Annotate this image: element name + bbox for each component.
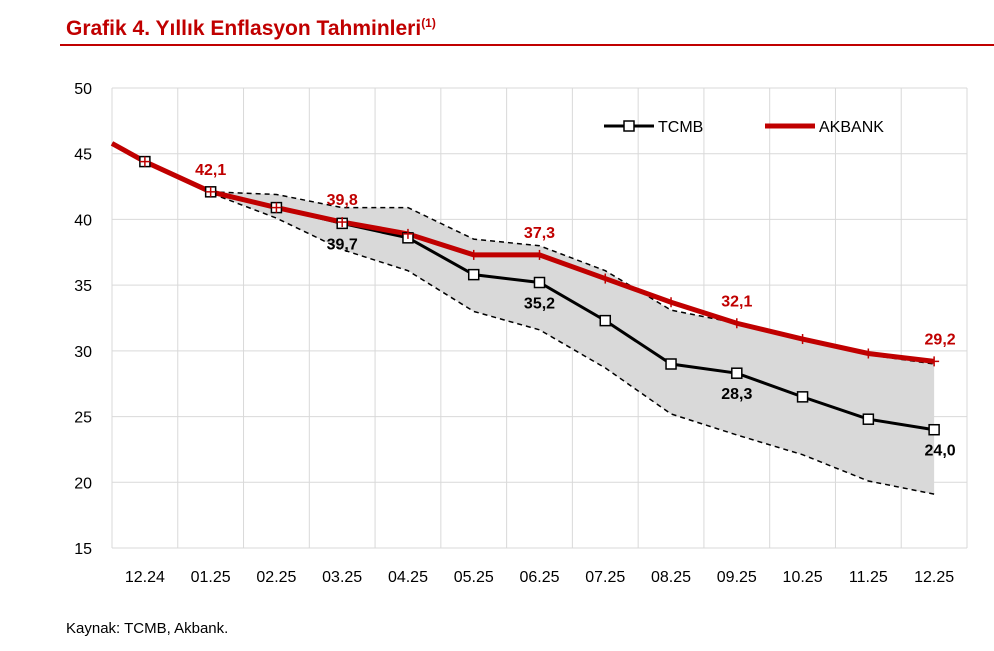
data-label: 39,7 — [327, 236, 358, 253]
chart-title: Grafik 4. Yıllık Enflasyon Tahminleri(1) — [66, 16, 436, 41]
forecast-band — [144, 161, 935, 495]
x-tick-label: 10.25 — [783, 569, 823, 586]
data-label: 39,8 — [327, 192, 358, 209]
band-lower-line — [210, 192, 935, 495]
y-tick-label: 30 — [74, 344, 92, 361]
x-tick-label: 08.25 — [651, 569, 691, 586]
y-tick-label: 25 — [74, 410, 92, 427]
y-tick-label: 50 — [74, 81, 92, 98]
data-label: 24,0 — [925, 443, 956, 460]
y-tick-label: 45 — [74, 147, 92, 164]
y-tick-label: 35 — [74, 278, 92, 295]
tcmb-point — [731, 367, 743, 379]
data-label: 42,1 — [195, 162, 226, 179]
x-tick-label: 11.25 — [849, 569, 888, 586]
tcmb-point — [862, 413, 875, 425]
x-tick-label: 03.25 — [322, 569, 362, 586]
legend-akbank-label: AKBANK — [819, 119, 884, 136]
y-tick-label: 20 — [74, 475, 92, 492]
y-tick-label: 40 — [74, 212, 92, 229]
x-tick-label: 12.25 — [914, 569, 954, 586]
data-label: 35,2 — [524, 296, 555, 313]
tcmb-point — [796, 391, 809, 403]
x-tick-label: 12.24 — [125, 569, 165, 586]
tcmb-point — [533, 276, 546, 289]
tcmb-point — [928, 423, 940, 436]
source-note: Kaynak: TCMB, Akbank. — [66, 620, 229, 637]
chart-title-text: Grafik 4. Yıllık Enflasyon Tahminleri — [66, 17, 422, 40]
data-label: 37,3 — [524, 225, 555, 242]
akbank-line — [110, 141, 935, 364]
x-tick-label: 02.25 — [256, 569, 296, 586]
tcmb-point — [665, 358, 677, 370]
x-tick-label: 09.25 — [717, 569, 757, 586]
legend-tcmb-marker — [623, 120, 635, 132]
title-footnote: (1) — [421, 16, 436, 30]
x-tick-label: 06.25 — [519, 569, 559, 586]
x-tick-label: 05.25 — [454, 569, 494, 586]
data-label: 28,3 — [721, 386, 752, 403]
x-tick-label: 01.25 — [191, 569, 231, 586]
x-tick-label: 04.25 — [388, 569, 428, 586]
title-rule — [60, 44, 994, 46]
legend-tcmb-label: TCMB — [658, 119, 703, 136]
tcmb-point — [599, 314, 612, 327]
data-label: 29,2 — [925, 331, 956, 348]
x-tick-label: 07.25 — [585, 569, 625, 586]
data-label: 32,1 — [721, 293, 752, 310]
tcmb-point — [467, 268, 480, 281]
y-tick-label: 15 — [74, 541, 92, 558]
